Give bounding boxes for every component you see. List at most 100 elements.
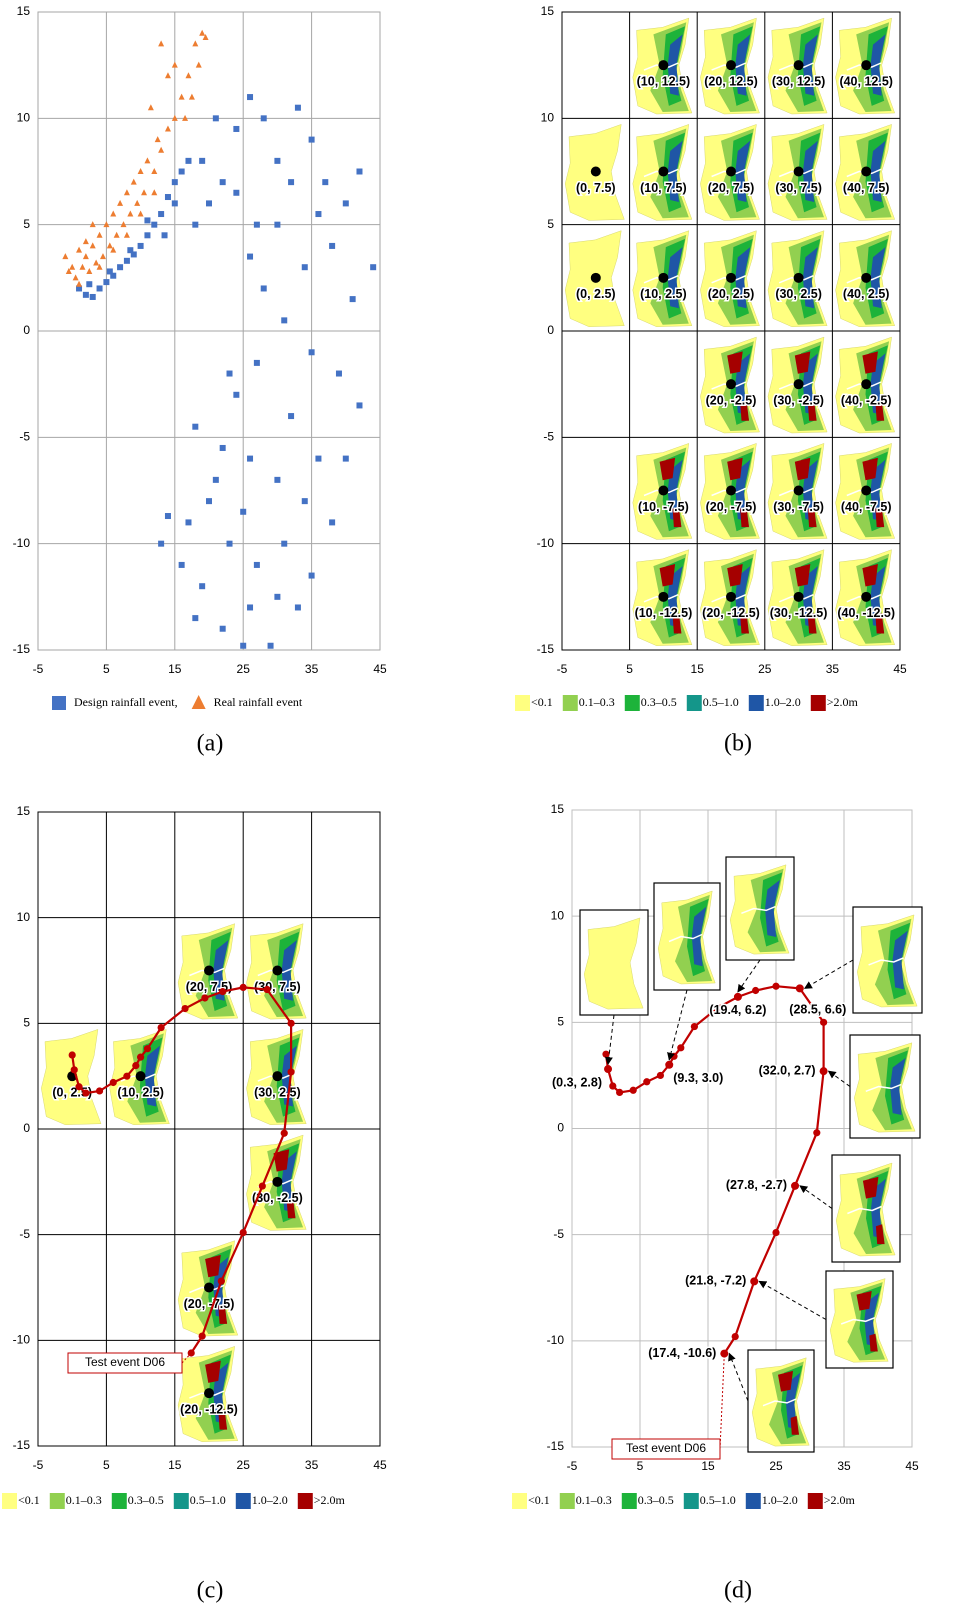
y-tick-label: -15: [13, 642, 31, 656]
data-point: [192, 615, 198, 621]
data-point: [185, 72, 191, 78]
inset-arrow: [800, 1186, 832, 1209]
trajectory-point: [240, 984, 247, 991]
data-point: [86, 268, 92, 274]
data-point: [199, 30, 205, 36]
point-marker: [794, 592, 804, 602]
point-marker: [136, 1071, 146, 1081]
legend-swatch: [746, 1493, 761, 1509]
x-tick-label: 45: [373, 1458, 387, 1472]
trajectory-point: [132, 1062, 139, 1069]
y-tick-label: -5: [19, 430, 30, 444]
point-label: (21.8, -7.2): [685, 1274, 746, 1288]
data-point: [107, 268, 113, 274]
data-point: [281, 541, 287, 547]
data-point: [302, 264, 308, 270]
data-point: [127, 211, 133, 217]
point-marker: [794, 486, 804, 496]
point-label: (19.4, 6.2): [709, 1003, 766, 1017]
annotation-text: Test event D06: [626, 1441, 706, 1455]
point-label: (32.0, 2.7): [759, 1063, 816, 1077]
legend-label: 1.0–2.0: [765, 695, 801, 709]
data-point: [247, 94, 253, 100]
x-tick-label: -5: [567, 1459, 578, 1473]
data-point: [247, 604, 253, 610]
point-label: (9.3, 3.0): [673, 1071, 723, 1085]
legend-swatch: [811, 695, 826, 711]
data-point: [356, 402, 362, 408]
y-tick-label: 15: [17, 804, 31, 818]
data-point: [124, 189, 130, 195]
y-tick-label: 5: [23, 1016, 30, 1030]
inset-arrow: [759, 1281, 826, 1319]
data-point: [172, 200, 178, 206]
x-tick-label: 45: [905, 1459, 919, 1473]
data-point: [93, 259, 99, 265]
point-label: (20, -7.5): [184, 1297, 235, 1311]
data-point: [227, 541, 233, 547]
data-point: [107, 242, 113, 248]
data-point: [309, 573, 315, 579]
data-point: [247, 456, 253, 462]
data-point: [144, 157, 150, 163]
y-tick-label: 5: [557, 1015, 564, 1029]
point-label: (40, -2.5): [841, 393, 892, 407]
point-marker: [796, 984, 804, 992]
point-label: (30, 2.5): [254, 1085, 301, 1099]
data-point: [151, 222, 157, 228]
data-point: [165, 513, 171, 519]
legend-swatch: [50, 1493, 65, 1509]
data-point: [281, 317, 287, 323]
data-point: [117, 264, 123, 270]
y-tick-label: 0: [23, 323, 30, 337]
legend-label: 0.1–0.3: [576, 1493, 612, 1507]
data-point: [254, 222, 260, 228]
point-label: (40, 2.5): [843, 287, 890, 301]
data-point: [179, 562, 185, 568]
trajectory-point: [732, 1333, 739, 1340]
data-point: [165, 125, 171, 131]
point-label: (20, 12.5): [704, 74, 758, 88]
panel-caption: (b): [724, 731, 752, 757]
point-marker: [791, 1182, 799, 1190]
trajectory-point: [71, 1066, 78, 1073]
data-point: [172, 62, 178, 68]
data-point: [158, 147, 164, 153]
point-marker: [726, 379, 736, 389]
data-point: [254, 562, 260, 568]
y-tick-label: -5: [543, 430, 554, 444]
point-marker: [861, 379, 871, 389]
data-point: [69, 264, 75, 270]
x-tick-label: 45: [373, 662, 387, 676]
data-point: [295, 105, 301, 111]
point-label: (10, 7.5): [640, 181, 687, 195]
y-tick-label: 5: [23, 217, 30, 231]
panel-caption: (d): [724, 1578, 752, 1604]
annotation-text: Test event D06: [85, 1355, 165, 1369]
trajectory-point: [123, 1073, 130, 1080]
trajectory-point: [287, 1020, 294, 1027]
legend-label: 0.1–0.3: [66, 1493, 102, 1507]
data-point: [83, 238, 89, 244]
point-label: (40, -7.5): [841, 500, 892, 514]
data-point: [83, 253, 89, 259]
point-marker: [272, 966, 282, 976]
y-tick-label: -15: [547, 1439, 565, 1453]
point-marker: [272, 1177, 282, 1187]
data-point: [206, 498, 212, 504]
trajectory-point: [677, 1044, 684, 1051]
y-tick-label: -10: [537, 536, 555, 550]
point-marker: [750, 1277, 758, 1285]
data-point: [213, 477, 219, 483]
x-tick-label: 35: [826, 662, 840, 676]
legend-swatch: [749, 695, 764, 711]
data-point: [151, 189, 157, 195]
y-tick-label: -10: [13, 1333, 31, 1347]
data-point: [165, 194, 171, 200]
y-tick-label: 10: [17, 111, 31, 125]
data-point: [220, 445, 226, 451]
point-marker: [726, 592, 736, 602]
legend-swatch: [687, 695, 702, 711]
legend-label: 1.0–2.0: [762, 1493, 798, 1507]
data-point: [329, 243, 335, 249]
